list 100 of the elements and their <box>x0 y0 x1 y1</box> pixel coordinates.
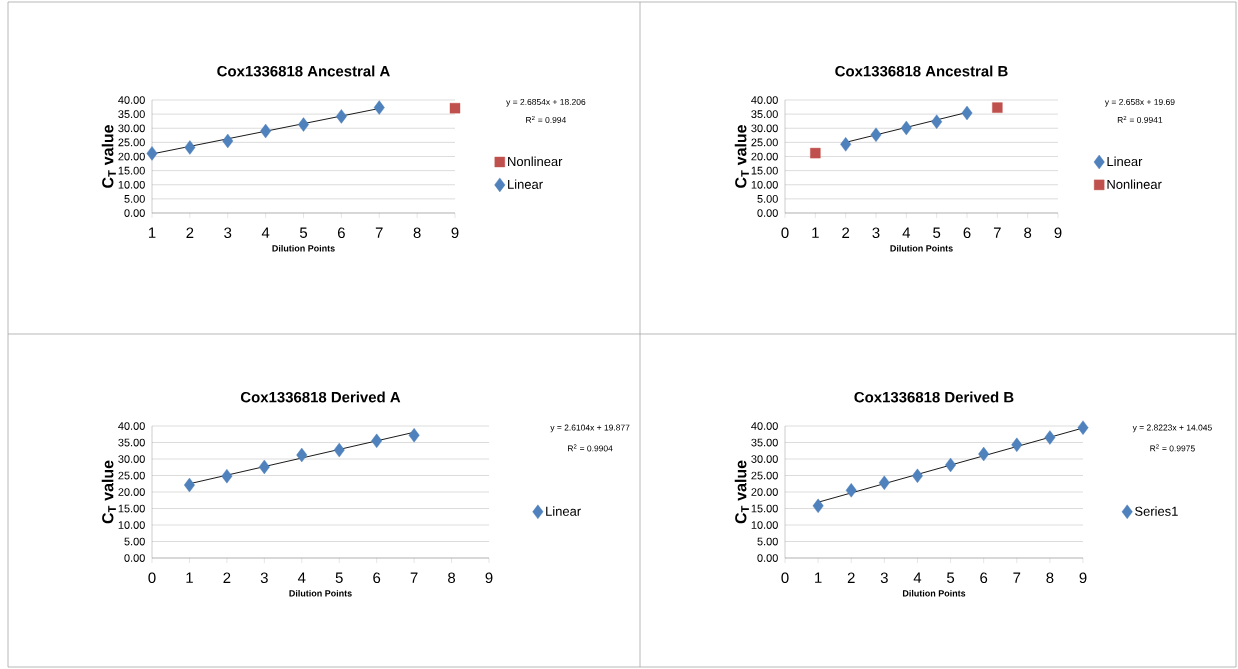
chart-title: Cox1336818 Ancestral A <box>217 65 390 77</box>
point <box>900 120 912 136</box>
point <box>298 117 309 132</box>
x-tick-label: 8 <box>448 572 456 584</box>
x-tick-label: 2 <box>223 572 231 583</box>
point <box>296 447 308 463</box>
x-tick-label: 5 <box>335 572 343 583</box>
x-tick-label: 1 <box>186 572 193 583</box>
x-tick-label: 0 <box>781 572 789 584</box>
x-tick-label: 3 <box>224 227 232 239</box>
y-tick-label: 5.00 <box>757 195 778 203</box>
y-axis-title: C$_{T}$ value <box>101 460 116 524</box>
text: R$^{2}$ = 0.994 <box>526 115 567 123</box>
y-tick-label: 40.00 <box>751 96 778 104</box>
text: R$^{2}$ = 0.9941 <box>1117 115 1163 123</box>
y-tick-label: 10.00 <box>118 521 145 529</box>
point <box>1077 420 1089 435</box>
point <box>146 146 158 161</box>
x-tick-label: 4 <box>902 227 911 238</box>
x-axis-title: Dilution Points <box>289 589 352 597</box>
legend-label: Series1 <box>1135 506 1178 516</box>
point <box>408 428 420 443</box>
point <box>810 147 821 159</box>
x-tick-label: 8 <box>413 227 421 239</box>
text: y = 2.8223x + 14.045 <box>1132 424 1212 433</box>
legend-label: Linear <box>546 506 581 516</box>
x-tick-label: 0 <box>781 227 789 239</box>
x-tick-label: 6 <box>980 572 988 584</box>
legend-label: Nonlinear <box>1107 179 1162 189</box>
text: y = 2.6104x + 19.877 <box>550 424 630 433</box>
text: y = 2.658x + 19.69 <box>1104 98 1175 107</box>
x-tick-label: 7 <box>375 227 383 238</box>
x-tick-label: 8 <box>1046 572 1054 584</box>
y-tick-label: 10.00 <box>751 180 778 189</box>
point <box>258 459 270 475</box>
point <box>184 140 196 155</box>
point <box>222 133 234 149</box>
point <box>812 498 824 514</box>
legend-label: Linear <box>508 179 543 189</box>
point <box>961 105 973 121</box>
x-tick-label: 3 <box>260 572 268 584</box>
y-tick-label: 30.00 <box>751 124 778 133</box>
y-tick-label: 0.00 <box>757 209 778 217</box>
y-tick-label: 0.00 <box>124 554 145 562</box>
y-tick-label: 20.00 <box>118 152 145 161</box>
point <box>931 114 943 129</box>
point <box>1044 430 1056 445</box>
x-tick-label: 6 <box>373 572 381 584</box>
x-tick-label: 3 <box>880 572 888 584</box>
y-tick-label: 5.00 <box>757 537 778 546</box>
point <box>371 433 383 449</box>
x-tick-label: 9 <box>485 572 493 584</box>
y-tick-label: 40.00 <box>751 422 778 430</box>
point <box>870 127 882 142</box>
x-tick-label: 7 <box>993 227 1001 238</box>
point <box>845 483 857 498</box>
point <box>878 475 890 490</box>
x-tick-label: 9 <box>451 227 459 239</box>
point <box>1011 437 1023 453</box>
x-tick-label: 4 <box>297 572 306 583</box>
x-tick-label: 3 <box>872 227 880 239</box>
y-tick-label: 20.00 <box>751 152 778 161</box>
y-tick-label: 35.00 <box>751 110 778 118</box>
x-tick-label: 6 <box>337 227 345 239</box>
x-tick-label: 4 <box>261 227 270 238</box>
x-axis-title: Dilution Points <box>890 244 953 252</box>
y-tick-label: 40.00 <box>118 422 145 430</box>
x-tick-label: 9 <box>1079 572 1087 584</box>
y-tick-label: 0.00 <box>757 554 778 562</box>
point <box>221 468 233 484</box>
x-tick-label: 5 <box>299 227 308 238</box>
point <box>840 137 852 152</box>
chart-title: Cox1336818 Derived A <box>240 391 401 403</box>
x-tick-label: 7 <box>1013 572 1021 583</box>
x-tick-label: 0 <box>148 572 156 584</box>
text: y = 2.6854x + 18.206 <box>506 98 586 107</box>
chart-title: Cox1336818 Derived B <box>854 391 1014 403</box>
legend-label: Nonlinear <box>508 156 563 167</box>
y-tick-label: 30.00 <box>118 124 145 133</box>
x-tick-label: 8 <box>1024 227 1032 239</box>
x-tick-label: 1 <box>815 572 822 583</box>
y-tick-label: 35.00 <box>751 438 778 447</box>
legend-label: Linear <box>1107 156 1143 167</box>
y-tick-label: 15.00 <box>751 504 778 513</box>
y-tick-label: 15.00 <box>751 166 778 175</box>
point <box>333 442 345 458</box>
text: R$^{2}$ = 0.9904 <box>568 444 613 452</box>
y-tick-label: 25.00 <box>751 138 778 147</box>
x-tick-label: 5 <box>947 572 955 583</box>
y-tick-label: 30.00 <box>118 455 145 463</box>
y-tick-label: 20.00 <box>751 488 778 496</box>
point <box>978 446 990 462</box>
x-tick-label: 7 <box>410 572 418 583</box>
y-tick-label: 15.00 <box>118 504 145 513</box>
y-tick-label: 25.00 <box>118 471 145 480</box>
x-tick-label: 6 <box>963 227 971 239</box>
text: R$^{2}$ = 0.9975 <box>1150 444 1195 452</box>
point <box>945 457 957 473</box>
x-axis-title: Dilution Points <box>272 244 335 252</box>
x-tick-label: 1 <box>812 227 819 238</box>
